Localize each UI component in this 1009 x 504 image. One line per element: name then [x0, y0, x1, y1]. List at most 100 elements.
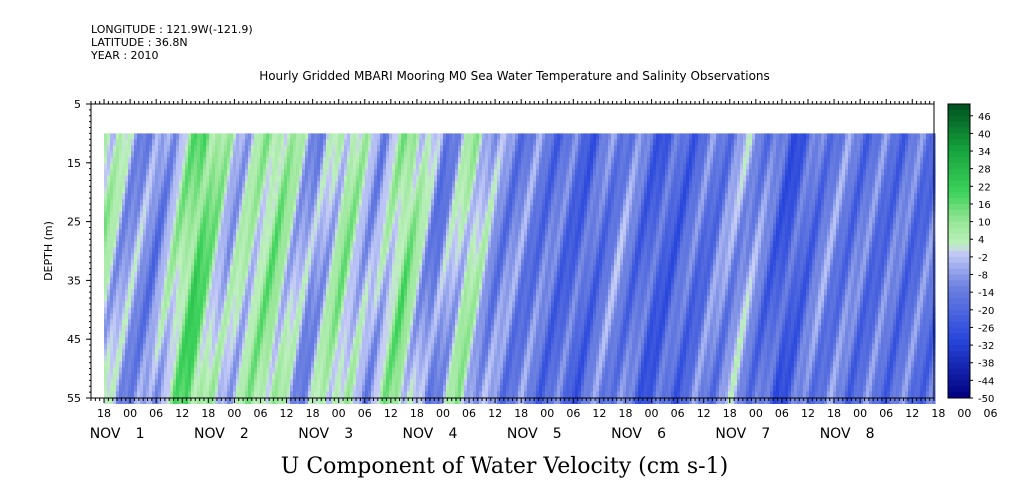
heatmap-cell: [260, 211, 264, 218]
heatmap-cell: [338, 343, 342, 350]
heatmap-cell: [281, 301, 285, 308]
heatmap-cell: [332, 139, 336, 146]
heatmap-cell: [362, 211, 366, 218]
heatmap-cell: [218, 229, 222, 236]
heatmap-cell: [143, 163, 147, 170]
heatmap-cell: [341, 187, 345, 194]
heatmap-cell: [104, 211, 108, 218]
heatmap-cell: [155, 163, 159, 170]
heatmap-cell: [104, 133, 108, 140]
heatmap-cell: [329, 379, 333, 386]
heatmap-cell: [113, 313, 117, 320]
heatmap-cell: [362, 235, 366, 242]
heatmap-cell: [227, 283, 231, 290]
heatmap-cell: [329, 133, 333, 140]
heatmap-cell: [152, 385, 156, 392]
heatmap-cell: [227, 373, 231, 380]
heatmap-cell: [365, 151, 369, 158]
heatmap-cell: [227, 145, 231, 152]
heatmap-cell: [170, 319, 174, 326]
heatmap-cell: [299, 277, 303, 284]
heatmap-cell: [248, 229, 252, 236]
heatmap-cell: [125, 163, 129, 170]
heatmap-cell: [233, 349, 237, 356]
heatmap-cell: [194, 307, 198, 314]
heatmap-cell: [227, 253, 231, 260]
heatmap-cell: [104, 313, 108, 320]
heatmap-cell: [149, 355, 153, 362]
heatmap-cell: [221, 313, 225, 320]
heatmap-cell: [224, 223, 228, 230]
heatmap-cell: [335, 259, 339, 266]
heatmap-cell: [230, 139, 234, 146]
heatmap-cell: [185, 169, 189, 176]
heatmap-cell: [221, 259, 225, 266]
heatmap-cell: [161, 331, 165, 338]
heatmap-cell: [212, 283, 216, 290]
heatmap-cell: [341, 289, 345, 296]
heatmap-cell: [122, 355, 126, 362]
heatmap-cell: [188, 163, 192, 170]
heatmap-cell: [227, 223, 231, 230]
heatmap-cell: [218, 391, 222, 398]
heatmap-cell: [167, 235, 171, 242]
heatmap-cell: [128, 139, 132, 146]
heatmap-cell: [260, 349, 264, 356]
heatmap-cell: [305, 193, 309, 200]
heatmap-cell: [221, 223, 225, 230]
heatmap-cell: [350, 367, 354, 374]
heatmap-cell: [308, 379, 312, 386]
heatmap-cell: [233, 343, 237, 350]
heatmap-cell: [293, 211, 297, 218]
heatmap-cell: [359, 211, 363, 218]
heatmap-cell: [311, 229, 315, 236]
heatmap-cell: [140, 133, 144, 140]
heatmap-cell: [260, 205, 264, 212]
heatmap-cell: [353, 397, 357, 404]
heatmap-cell: [161, 367, 165, 374]
heatmap-cell: [353, 175, 357, 182]
heatmap-cell: [263, 247, 267, 254]
heatmap-cell: [314, 319, 318, 326]
heatmap-cell: [221, 391, 225, 398]
heatmap-cell: [266, 169, 270, 176]
heatmap-cell: [284, 229, 288, 236]
heatmap-cell: [143, 331, 147, 338]
heatmap-cell: [158, 289, 162, 296]
heatmap-cell: [245, 307, 249, 314]
heatmap-cell: [215, 223, 219, 230]
heatmap-cell: [113, 187, 117, 194]
heatmap-cell: [191, 223, 195, 230]
heatmap-cell: [296, 319, 300, 326]
heatmap-cell: [356, 355, 360, 362]
heatmap-cell: [185, 277, 189, 284]
heatmap-cell: [290, 367, 294, 374]
heatmap-cell: [194, 325, 198, 332]
heatmap-cell: [254, 139, 258, 146]
heatmap-cell: [257, 217, 261, 224]
heatmap-cell: [161, 229, 165, 236]
heatmap-cell: [296, 247, 300, 254]
heatmap-cell: [200, 313, 204, 320]
heatmap-cell: [287, 343, 291, 350]
heatmap-cell: [317, 247, 321, 254]
heatmap-cell: [248, 175, 252, 182]
heatmap-cell: [251, 235, 255, 242]
heatmap-cell: [206, 361, 210, 368]
heatmap-cell: [125, 361, 129, 368]
heatmap-cell: [164, 295, 168, 302]
heatmap-cell: [212, 211, 216, 218]
heatmap-cell: [218, 211, 222, 218]
heatmap-cell: [275, 337, 279, 344]
heatmap-cell: [296, 151, 300, 158]
heatmap-cell: [167, 385, 171, 392]
heatmap-cell: [203, 373, 207, 380]
heatmap-cell: [341, 145, 345, 152]
heatmap-cell: [185, 235, 189, 242]
heatmap-cell: [251, 277, 255, 284]
heatmap-cell: [356, 373, 360, 380]
heatmap-cell: [317, 259, 321, 266]
heatmap-cell: [149, 301, 153, 308]
heatmap-cell: [221, 175, 225, 182]
heatmap-cell: [164, 271, 168, 278]
